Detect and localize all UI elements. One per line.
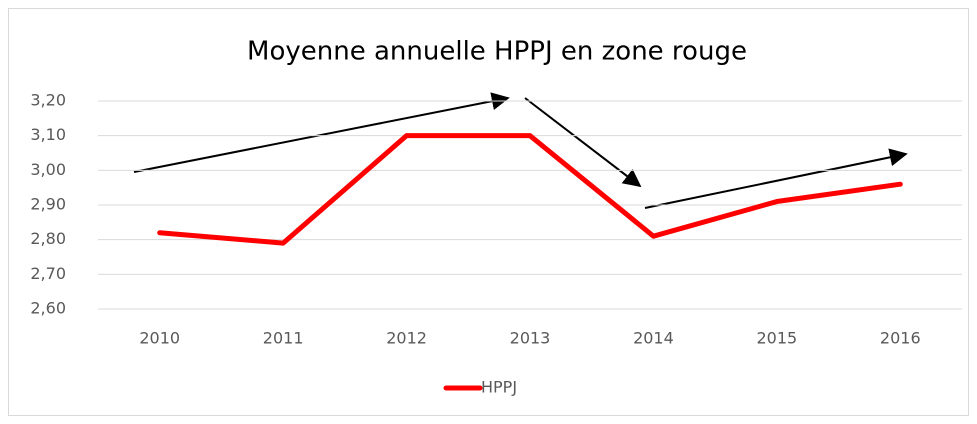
y-tick-label: 2,90 (30, 195, 66, 214)
x-tick-label: 2010 (139, 329, 180, 348)
x-tick-label: 2014 (633, 329, 674, 348)
legend-label: HPPJ (481, 378, 517, 397)
y-tick-label: 2,80 (30, 229, 66, 248)
trend-arrow (133, 92, 510, 173)
y-tick-label: 3,00 (30, 160, 66, 179)
y-tick-label: 2,60 (30, 299, 66, 318)
y-tick-label: 2,70 (30, 264, 66, 283)
x-tick-label: 2012 (386, 329, 427, 348)
x-tick-label: 2011 (263, 329, 304, 348)
annotations (133, 92, 908, 209)
x-tick-label: 2015 (756, 329, 797, 348)
data-line (157, 133, 903, 246)
chart-title: Moyenne annuelle HPPJ en zone rouge (247, 37, 747, 67)
y-tick-label: 3,10 (30, 125, 66, 144)
x-tick-label: 2016 (880, 329, 921, 348)
chart-border (8, 8, 969, 416)
trend-arrow (644, 148, 908, 209)
trend-arrow (524, 97, 642, 188)
y-tick-label: 3,20 (30, 91, 66, 110)
x-tick-label: 2013 (510, 329, 551, 348)
